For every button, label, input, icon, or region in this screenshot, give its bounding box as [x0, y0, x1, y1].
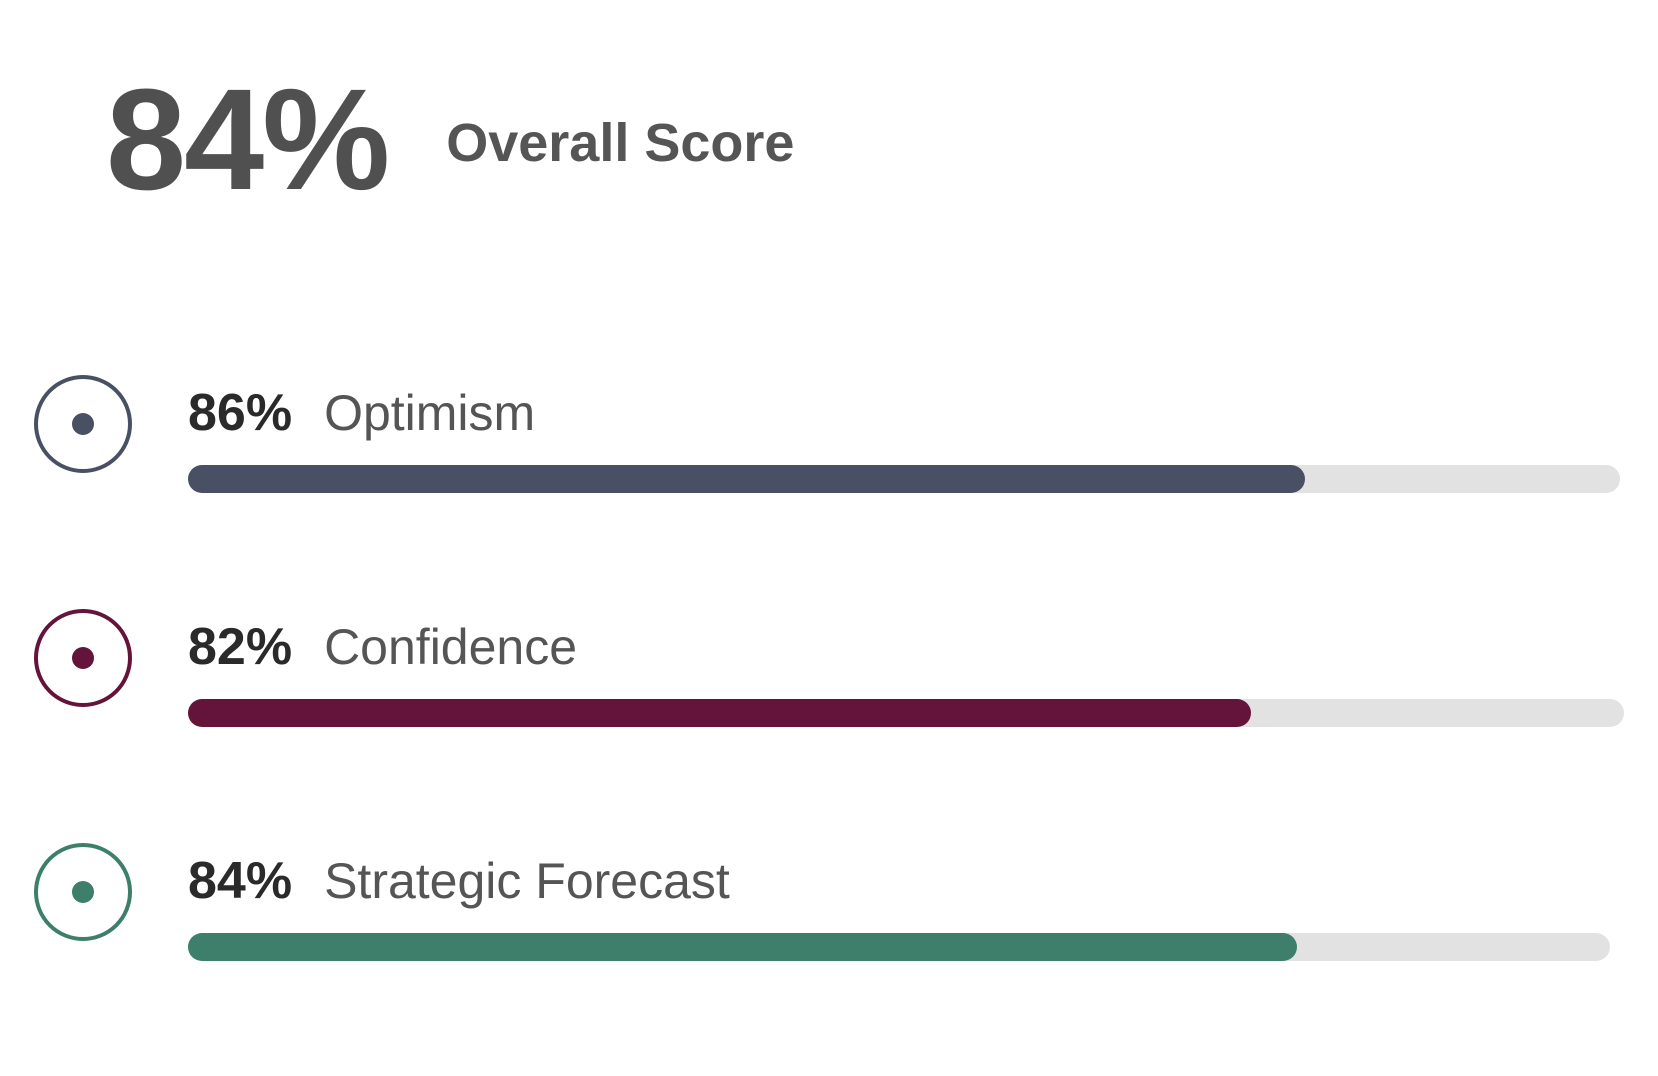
ring-dot-icon: [72, 647, 94, 669]
radio-ring-icon: [34, 843, 132, 941]
progress-fill: [188, 933, 1298, 961]
metric-header: 84% Strategic Forecast: [188, 851, 730, 911]
progress-track: [188, 933, 1610, 961]
metric-percent: 82%: [188, 618, 293, 676]
metric-header: 82% Confidence: [188, 617, 577, 677]
overall-score-label: Overall Score: [446, 113, 795, 173]
overall-score: 84% Overall Score: [106, 59, 795, 220]
overall-score-value: 84%: [106, 59, 390, 220]
metric-header: 86% Optimism: [188, 383, 535, 443]
metric-confidence: 82% Confidence: [0, 609, 1658, 779]
progress-track: [188, 699, 1624, 727]
ring-dot-icon: [72, 413, 94, 435]
metric-percent: 84%: [188, 852, 293, 910]
radio-ring-icon: [34, 375, 132, 473]
metric-strategic-forecast: 84% Strategic Forecast: [0, 843, 1658, 1013]
ring-dot-icon: [72, 881, 94, 903]
progress-fill: [188, 699, 1251, 727]
metric-name: Confidence: [324, 619, 578, 675]
metric-name: Optimism: [324, 385, 536, 441]
metric-percent: 86%: [188, 384, 293, 442]
progress-fill: [188, 465, 1305, 493]
metric-name: Strategic Forecast: [324, 853, 730, 909]
metric-optimism: 86% Optimism: [0, 375, 1658, 545]
radio-ring-icon: [34, 609, 132, 707]
progress-track: [188, 465, 1620, 493]
